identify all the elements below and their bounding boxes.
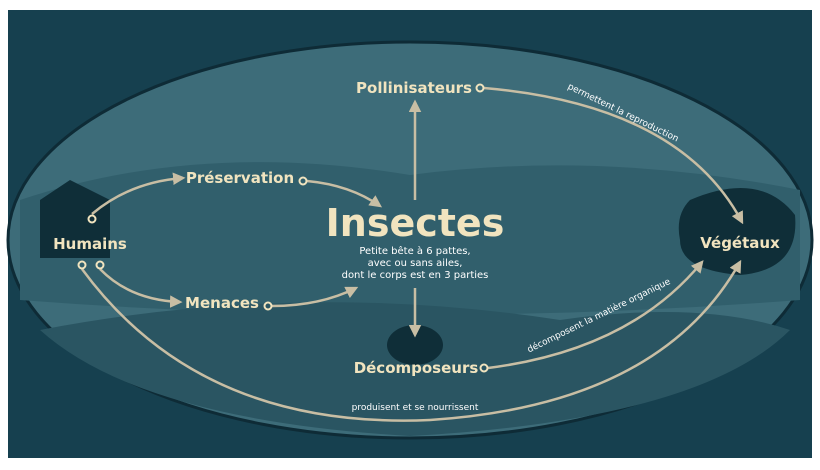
center-subtitle: Petite bête à 6 pattes,	[359, 245, 470, 257]
center-subtitle: avec ou sans ailes,	[368, 258, 463, 269]
diagram: Insectes Petite bête à 6 pattes, avec ou…	[0, 0, 820, 470]
node-label: Pollinisateurs	[356, 79, 472, 97]
plant-silhouette	[679, 188, 796, 275]
node-label: Menaces	[185, 294, 259, 312]
node-label: Humains	[53, 235, 127, 253]
center-title: Insectes	[326, 201, 505, 245]
node-label: Décomposeurs	[354, 359, 479, 377]
edge-label: produisent et se nourrissent	[352, 403, 479, 413]
node-label: Préservation	[186, 169, 294, 187]
node-label: Végétaux	[700, 234, 780, 252]
center-subtitle: dont le corps est en 3 parties	[342, 270, 489, 281]
